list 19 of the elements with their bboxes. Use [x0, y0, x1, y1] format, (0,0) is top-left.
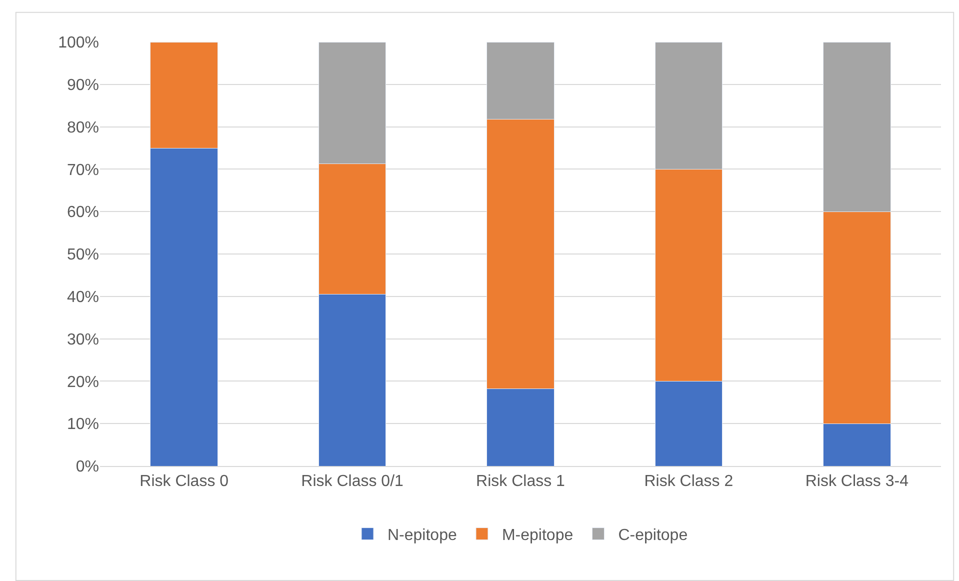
y-tick-label: 80%	[66, 119, 99, 136]
y-tick-label: 70%	[66, 162, 99, 179]
x-tick-label: Risk Class 0	[140, 473, 229, 490]
y-tick-label: 90%	[66, 77, 99, 94]
x-tick-label: Risk Class 3-4	[805, 473, 909, 490]
y-tick-label: 100%	[58, 34, 99, 52]
x-tick-label: Risk Class 1	[476, 473, 566, 490]
legend-label: M-epitope	[502, 527, 574, 544]
y-tick-label: 40%	[66, 289, 99, 306]
legend-label: N-epitope	[388, 527, 457, 544]
y-tick-label: 10%	[66, 416, 99, 434]
legend-label: C-epitope	[618, 527, 688, 544]
x-tick-label: Risk Class 0/1	[301, 473, 404, 490]
y-tick-label: 30%	[66, 331, 99, 348]
y-tick-label: 0%	[76, 458, 99, 476]
y-tick-label: 60%	[66, 204, 99, 222]
y-tick-label: 50%	[66, 246, 99, 264]
y-tick-label: 20%	[66, 374, 99, 391]
x-tick-label: Risk Class 2	[644, 473, 734, 490]
